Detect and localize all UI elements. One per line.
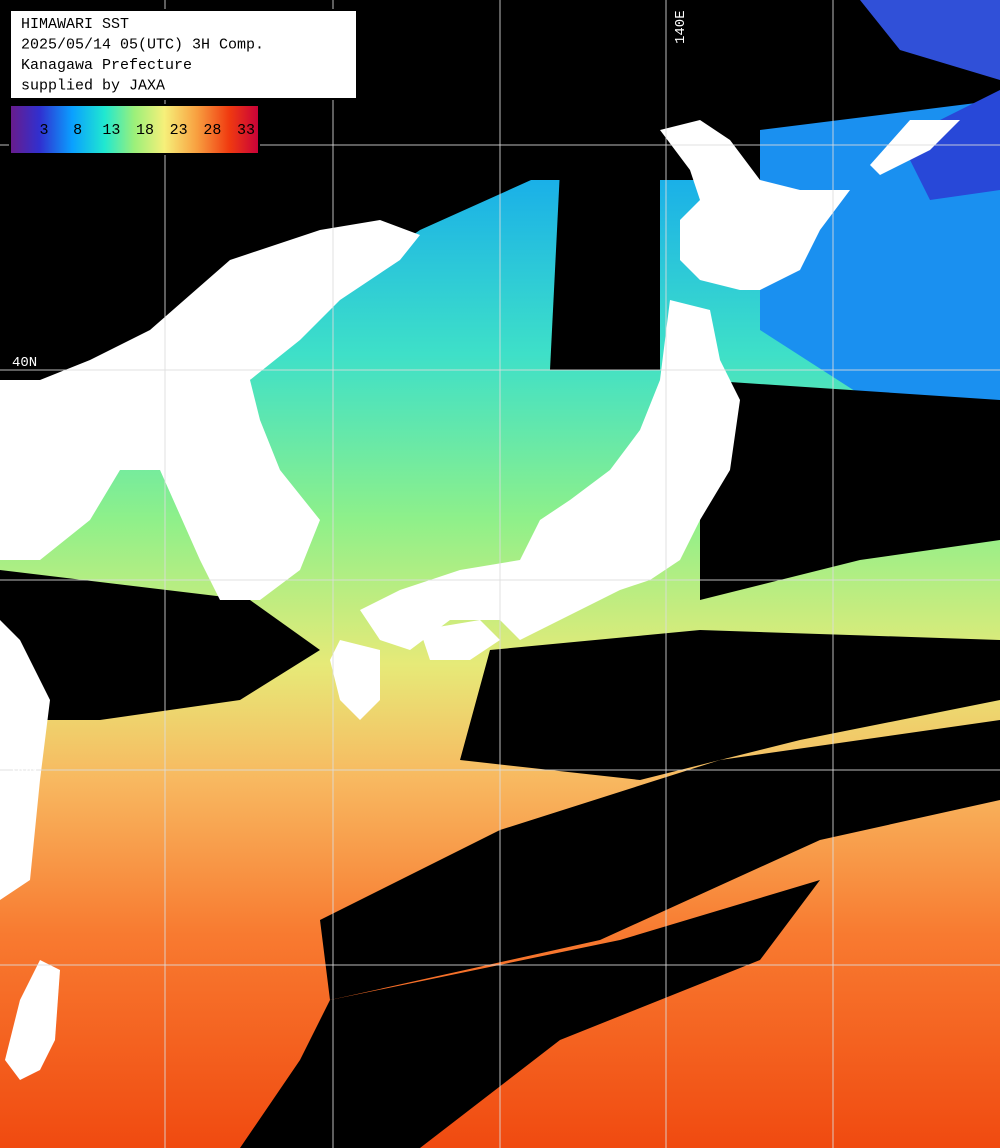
land-china — [0, 620, 50, 900]
colorbar-tick: 33 — [237, 122, 255, 139]
header-line: supplied by JAXA — [21, 78, 165, 95]
header-line: Kanagawa Prefecture — [21, 57, 192, 74]
land-shikoku — [420, 620, 500, 660]
land-honshu — [360, 300, 740, 650]
colorbar — [9, 104, 260, 155]
colorbar-tick: 8 — [73, 122, 82, 139]
colorbar-tick: 28 — [203, 122, 221, 139]
cloud — [460, 630, 1000, 780]
header-line: 2025/05/14 05(UTC) 3H Comp. — [21, 37, 264, 54]
colorbar-ticks: 3 8 13 18 23 28 33 — [39, 122, 255, 139]
lat-label: 40N — [12, 355, 37, 371]
colorbar-tick: 3 — [39, 122, 48, 139]
cloud — [700, 380, 1000, 600]
header-line: HIMAWARI SST — [21, 16, 129, 33]
land-kyushu — [330, 640, 380, 720]
colorbar-tick: 23 — [170, 122, 188, 139]
land-hokkaido — [660, 120, 850, 290]
header: HIMAWARI SST 2025/05/14 05(UTC) 3H Comp. K… — [21, 16, 264, 95]
lon-label: 140E — [673, 10, 689, 44]
land-sakhalin — [870, 120, 960, 175]
cloud — [0, 570, 320, 720]
land-taiwan — [5, 960, 60, 1080]
lat-label: 30N — [12, 761, 37, 777]
cold-sea — [860, 0, 1000, 80]
colorbar-tick: 13 — [102, 122, 120, 139]
header-box — [9, 9, 358, 100]
land-korea-china — [0, 220, 420, 600]
cloud — [240, 880, 820, 1148]
cloud — [320, 720, 1000, 1000]
cloud — [550, 170, 660, 370]
colorbar-tick: 18 — [136, 122, 154, 139]
